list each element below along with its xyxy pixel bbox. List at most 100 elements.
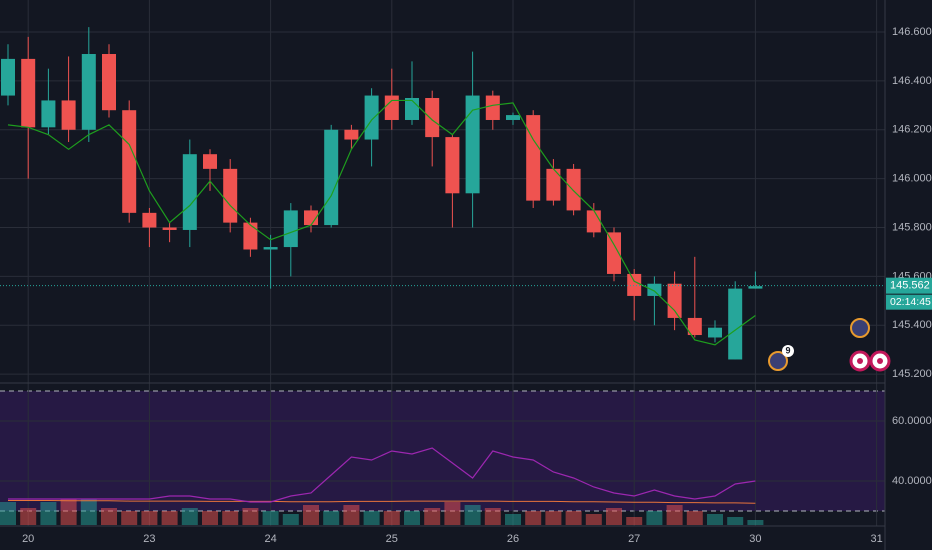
candle-body: [667, 283, 682, 318]
candle-body: [283, 210, 298, 248]
event-icons: 9: [768, 318, 891, 372]
candle-body: [324, 129, 339, 226]
candle-body: [506, 115, 520, 120]
volume-bar: [646, 510, 663, 525]
candle-body: [162, 227, 177, 230]
volume-bar: [727, 516, 744, 525]
volume-bar: [505, 513, 521, 525]
candle-body: [21, 58, 36, 128]
volume-bar: [141, 510, 158, 525]
candle-body: [627, 273, 642, 296]
y-tick-label: 145.800: [892, 221, 932, 233]
event-flag-dot: [877, 358, 883, 364]
volume-bar: [80, 498, 97, 525]
candle-body: [41, 100, 56, 128]
candle-body: [122, 110, 137, 213]
candle-body: [566, 168, 581, 211]
candle-body: [223, 168, 238, 223]
volume-bar: [747, 519, 764, 525]
volume-bar: [363, 510, 380, 525]
volume-bar: [101, 507, 117, 525]
y2-tick-label: 60.0000: [892, 415, 932, 427]
candle-body: [364, 95, 379, 140]
volume-bar: [121, 510, 138, 525]
volume-bar: [282, 513, 299, 525]
candle-body: [243, 222, 258, 250]
volume-bar: [404, 510, 420, 525]
volume-bar: [444, 501, 461, 525]
y-tick-label: 145.400: [892, 319, 932, 331]
candle-body: [546, 168, 561, 201]
volume-bar: [464, 504, 481, 525]
volume-bar: [545, 510, 562, 525]
indicator-signal: [8, 499, 756, 504]
event-flag-dot: [857, 358, 863, 364]
candle-body: [748, 286, 763, 289]
volume-bar: [60, 498, 77, 525]
y-tick-label: 146.600: [892, 26, 932, 38]
candle-body: [708, 327, 722, 338]
event-flag: [850, 318, 870, 338]
candle-body: [344, 129, 359, 140]
marks: [0, 27, 764, 525]
countdown-box: [886, 294, 932, 310]
volume-bar: [202, 510, 218, 525]
y-tick-label: 146.000: [892, 173, 932, 185]
volume-bar: [303, 504, 319, 525]
volume-bar: [606, 507, 622, 525]
candle-body: [203, 154, 217, 169]
candle-body: [687, 317, 702, 336]
moving-average: [7, 99, 756, 346]
candle-body: [304, 210, 318, 226]
volume-bar: [666, 504, 683, 525]
y2-tick-label: 40.0000: [892, 475, 932, 487]
candle-body: [142, 212, 157, 228]
candle-body: [485, 95, 500, 120]
volume-bar: [161, 510, 178, 525]
x-tick-label: 31: [870, 533, 882, 545]
event-flag: [768, 351, 788, 371]
volume-bar: [262, 510, 279, 525]
volume-bar: [20, 507, 37, 525]
volume-bar: [0, 501, 16, 525]
event-badge: [782, 345, 794, 357]
volume-bar: [383, 510, 400, 525]
candle-body: [647, 283, 662, 296]
volume-bar: [565, 510, 582, 525]
indicator-band: [0, 390, 885, 511]
candle-body: [263, 247, 278, 250]
volume-bar: [323, 510, 340, 525]
volume-bar: [626, 516, 643, 525]
volume-bar: [686, 510, 703, 525]
current-price-box: [886, 277, 932, 294]
candle-body: [445, 137, 460, 194]
volume-bar: [40, 501, 57, 525]
volume-bar: [424, 507, 441, 525]
x-tick-label: 26: [507, 533, 519, 545]
volume-bar: [222, 510, 239, 525]
grid: [0, 0, 885, 526]
candle-body: [728, 288, 743, 360]
candle-body: [1, 58, 15, 96]
candle-body: [465, 95, 480, 194]
indicator-line: [8, 447, 756, 503]
x-tick-label: 20: [22, 533, 34, 545]
candle-body: [384, 95, 399, 120]
x-tick-label: 27: [628, 533, 640, 545]
candle-body: [405, 97, 419, 120]
x-tick-label: 23: [143, 533, 155, 545]
volume-bar: [484, 507, 501, 525]
candle-body: [586, 210, 601, 233]
countdown-label: 02:14:45: [890, 296, 931, 308]
y-tick-label: 146.400: [892, 75, 932, 87]
candle-body: [607, 232, 621, 274]
volume-bar: [525, 510, 542, 525]
y-tick-label: 145.200: [892, 368, 932, 380]
volume-bar: [707, 513, 723, 525]
candle-body: [425, 97, 440, 138]
candle-body: [61, 100, 76, 130]
event-badge-text: 9: [785, 345, 790, 355]
volume-bar: [242, 507, 259, 525]
candle-body: [81, 54, 96, 130]
